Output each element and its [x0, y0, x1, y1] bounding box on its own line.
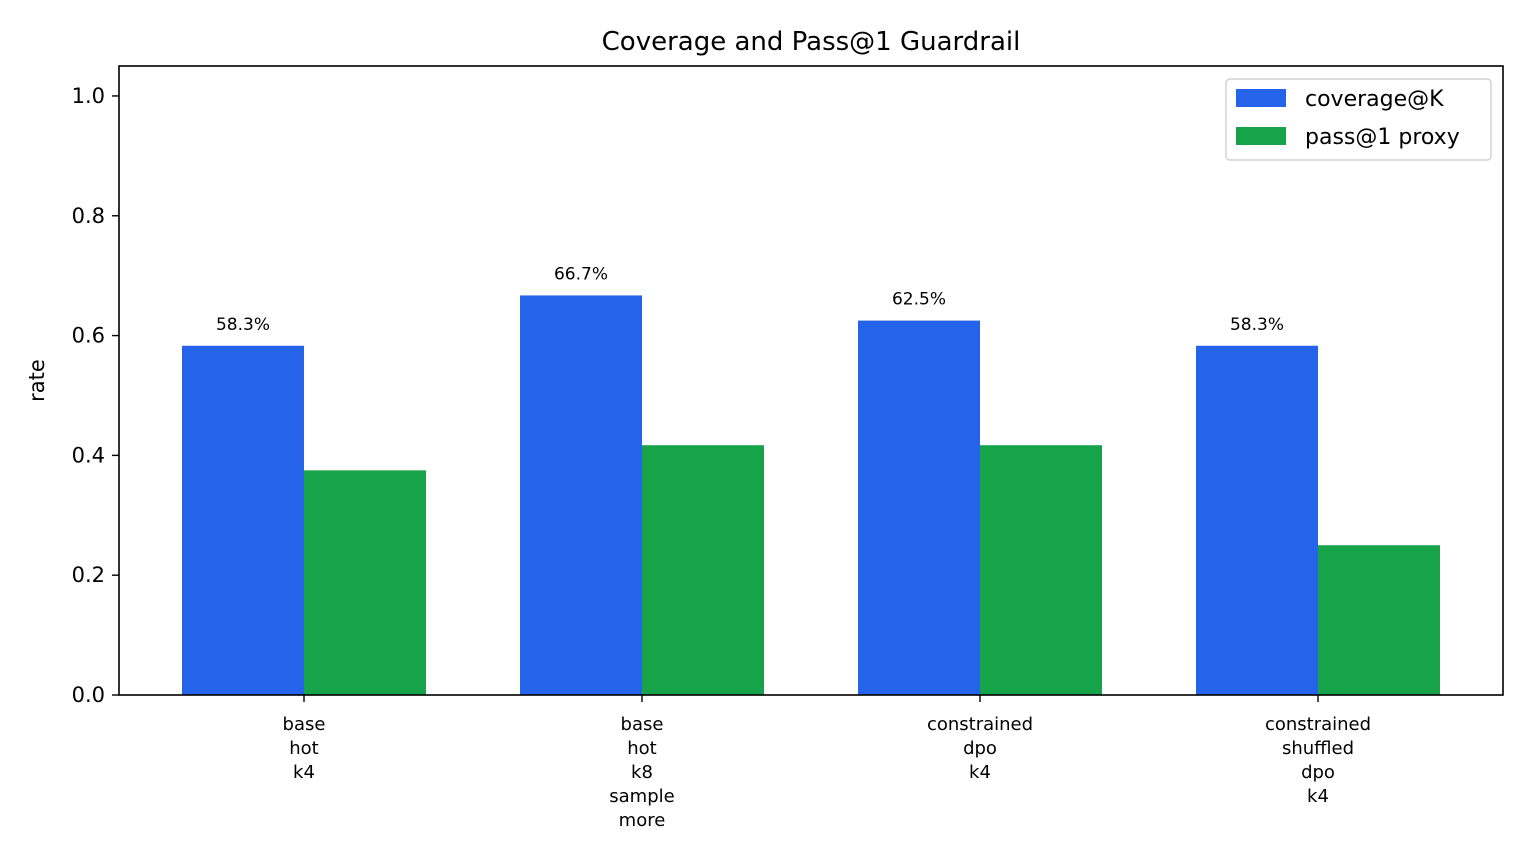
x-tick-label: k4	[969, 762, 991, 783]
x-tick-label: hot	[627, 738, 656, 759]
bar-pass1-1	[304, 470, 426, 695]
x-tick-label: constrained	[1265, 714, 1371, 735]
legend-label: pass@1 proxy	[1305, 125, 1460, 150]
y-tick-label: 0.0	[72, 683, 105, 707]
x-tick-label: base	[621, 714, 664, 735]
bar-pass1-3	[980, 445, 1102, 695]
x-tick-label: k8	[631, 762, 653, 783]
y-axis-label: rate	[25, 359, 49, 402]
bar-coverage-4	[1196, 345, 1318, 695]
legend-label: coverage@K	[1305, 87, 1444, 112]
y-tick-label: 0.2	[72, 563, 105, 587]
data-label: 58.3%	[216, 315, 270, 335]
data-label: 58.3%	[1230, 315, 1284, 335]
bar-pass1-2	[642, 445, 764, 695]
legend-swatch	[1236, 89, 1286, 107]
bar-pass1-4	[1318, 545, 1440, 695]
data-label: 62.5%	[892, 290, 946, 310]
x-tick-label: more	[619, 810, 666, 831]
x-tick-label: dpo	[1301, 762, 1335, 783]
y-tick-label: 1.0	[72, 84, 105, 108]
y-tick-label: 0.6	[72, 324, 105, 348]
plot-area: 58.3% 66.7% 62.5% 58.3% 0.0 0.2 0.4 0.6 0.8 1.0 ba…	[72, 65, 1504, 831]
x-tick-label: constrained	[927, 714, 1033, 735]
y-tick-label: 0.8	[72, 204, 105, 228]
chart-title: Coverage and Pass@1 Guardrail	[602, 27, 1021, 57]
bar-coverage-1	[182, 345, 304, 695]
x-tick-label: dpo	[963, 738, 997, 759]
data-label: 66.7%	[554, 264, 608, 284]
bar-coverage-2	[520, 295, 642, 695]
y-tick-label: 0.4	[72, 443, 105, 467]
x-tick-label: sample	[609, 786, 674, 807]
x-tick-label: k4	[293, 762, 315, 783]
legend-box	[1225, 78, 1492, 161]
axes-frame	[118, 65, 1504, 696]
legend: coverage@K pass@1 proxy	[1225, 78, 1492, 161]
x-tick-label: shuffled	[1282, 738, 1354, 759]
x-tick-label: base	[283, 714, 326, 735]
x-tick-label: k4	[1307, 786, 1329, 807]
legend-swatch	[1236, 127, 1286, 145]
bar-coverage-3	[858, 320, 980, 695]
x-tick-label: hot	[289, 738, 318, 759]
